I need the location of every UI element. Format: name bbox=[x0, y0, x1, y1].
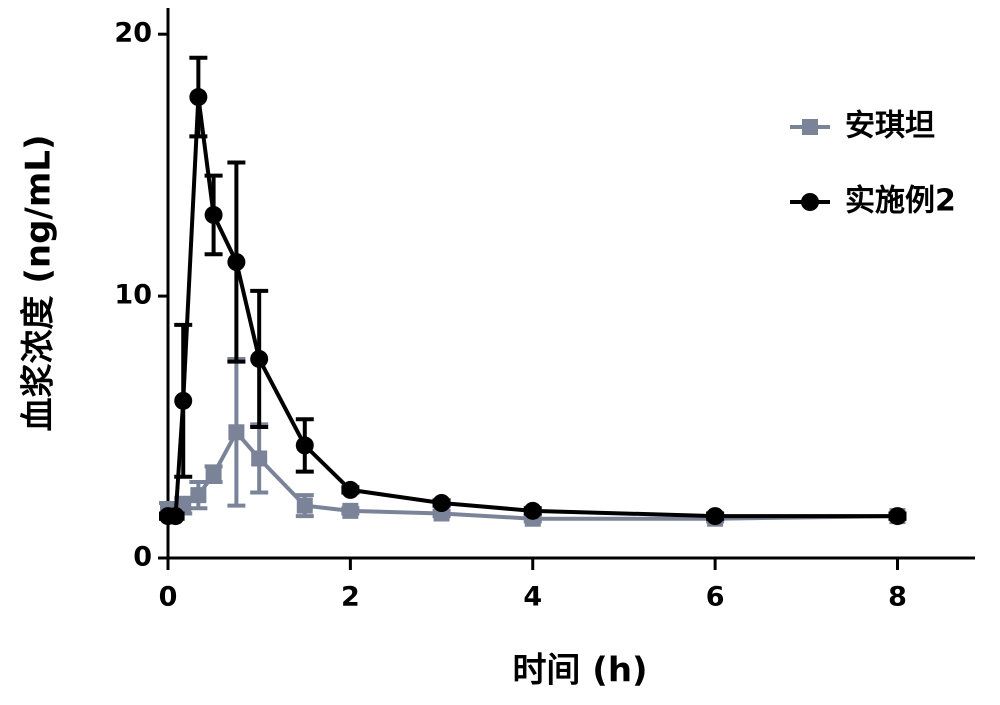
x-tick-label: 2 bbox=[341, 582, 360, 613]
data-point bbox=[341, 481, 359, 499]
chart: 时间 (h) 血浆浓度 (ng/mL) 0 10 20 0 2 4 6 8 安琪坦实施例2 bbox=[0, 0, 1000, 705]
data-point bbox=[189, 88, 207, 106]
legend-marker bbox=[801, 193, 819, 211]
data-point bbox=[227, 253, 245, 271]
data-point bbox=[228, 424, 244, 440]
legend-marker bbox=[802, 119, 818, 135]
legend-label: 实施例2 bbox=[845, 184, 956, 219]
data-point bbox=[190, 487, 206, 503]
x-tick-label: 6 bbox=[706, 582, 725, 613]
data-point bbox=[251, 450, 267, 466]
x-tick-label: 0 bbox=[159, 582, 178, 613]
series-line bbox=[168, 97, 897, 516]
data-point bbox=[296, 436, 314, 454]
data-point bbox=[342, 503, 358, 519]
y-tick-label: 20 bbox=[114, 18, 152, 49]
data-point bbox=[524, 502, 542, 520]
data-point bbox=[433, 494, 451, 512]
data-point bbox=[206, 466, 222, 482]
x-axis-label: 时间 (h) bbox=[512, 651, 647, 691]
y-tick-label: 10 bbox=[114, 280, 152, 311]
data-point bbox=[297, 498, 313, 514]
data-point bbox=[888, 507, 906, 525]
legend-label: 安琪坦 bbox=[845, 109, 935, 144]
x-tick-label: 8 bbox=[888, 582, 907, 613]
data-point bbox=[167, 507, 185, 525]
data-point bbox=[205, 206, 223, 224]
data-point bbox=[250, 350, 268, 368]
y-axis-label: 血浆浓度 (ng/mL) bbox=[19, 135, 59, 432]
y-tick-label: 0 bbox=[133, 542, 152, 573]
data-point bbox=[174, 392, 192, 410]
x-tick-label: 4 bbox=[523, 582, 542, 613]
data-point bbox=[706, 507, 724, 525]
